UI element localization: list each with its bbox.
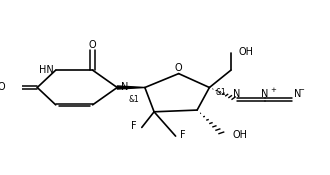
Text: N: N (261, 89, 268, 99)
Text: OH: OH (239, 47, 254, 57)
Text: O: O (89, 40, 96, 50)
Text: &1: &1 (129, 95, 140, 104)
Text: +: + (270, 87, 276, 93)
Text: N: N (121, 82, 128, 93)
Text: F: F (131, 121, 137, 131)
Text: N: N (294, 89, 301, 99)
Text: N: N (233, 89, 241, 99)
Text: F: F (180, 130, 185, 140)
Text: HN: HN (39, 65, 53, 75)
Text: O: O (0, 82, 5, 93)
Text: OH: OH (232, 130, 248, 140)
Text: −: − (299, 87, 305, 93)
Text: &1: &1 (215, 88, 226, 97)
Polygon shape (117, 86, 145, 89)
Text: O: O (175, 63, 182, 73)
